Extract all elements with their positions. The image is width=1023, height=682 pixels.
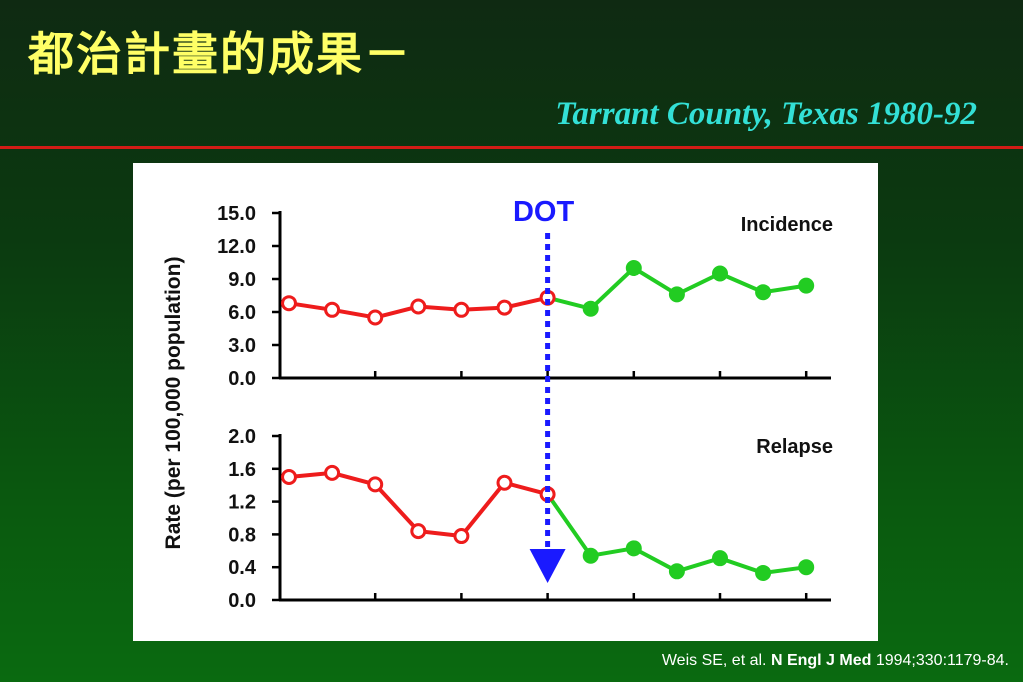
y-tick-label: 6.0 (228, 302, 256, 324)
slide-title: 都治計畫的成果－ (28, 27, 412, 81)
y-tick-label: 15.0 (217, 203, 256, 225)
y-tick-label: 0.4 (228, 557, 257, 579)
pre-dot-point (324, 464, 341, 481)
y-tick-label: 9.0 (228, 269, 256, 291)
incidence-panel: 15.0 12.0 9.0 6.0 3.0 0.0 Incidence (217, 203, 833, 390)
dot-marker-label: DOT (513, 196, 575, 228)
pre-dot-point (281, 295, 297, 312)
dot-marker: DOT (513, 196, 575, 583)
citation-journal: N Engl J Med (770, 652, 872, 669)
relapse-panel: 2.0 1.6 1.2 0.8 0.4 0.0 Relapse (228, 426, 833, 612)
post-dot-point (755, 564, 772, 581)
slide-subtitle: Tarrant County, Texas 1980-92 (555, 96, 977, 132)
y-tick-label: 12.0 (217, 236, 256, 258)
y-tick-label: 1.2 (228, 492, 256, 514)
citation: Weis SE, et al. N Engl J Med 1994;330:11… (662, 652, 1009, 670)
pre-dot-point (453, 301, 470, 318)
pre-dot-point (410, 298, 427, 315)
post-dot-point (582, 547, 599, 564)
tb-rate-chart: Rate (per 100,000 population) 15.0 12.0 9.… (162, 196, 833, 612)
post-dot-point (625, 260, 642, 276)
y-tick-label: 0.8 (228, 524, 256, 546)
post-dot-point (582, 300, 599, 317)
chart-panel: Rate (per 100,000 population) 15.0 12.0 9.… (133, 163, 878, 641)
y-tick-label: 3.0 (228, 335, 256, 357)
post-dot-point (668, 286, 685, 303)
dot-marker-arrowhead (529, 549, 566, 583)
panel-label: Relapse (756, 436, 833, 458)
pre-dot-point (367, 309, 384, 326)
y-tick-label: 1.6 (228, 459, 256, 481)
y-tick-label: 0.0 (228, 368, 256, 390)
title-divider (0, 146, 1023, 149)
panel-label: Incidence (741, 214, 833, 236)
pre-dot-point (367, 476, 384, 493)
post-dot-point (625, 540, 642, 557)
pre-dot-point (453, 528, 470, 545)
pre-dot-point (281, 469, 297, 485)
pre-dot-point (496, 474, 513, 491)
post-dot-point (712, 550, 728, 567)
post-dot-point (798, 559, 815, 576)
y-tick-label: 0.0 (228, 590, 256, 612)
pre-dot-point (324, 301, 341, 318)
post-dot-point (755, 284, 772, 301)
pre-dot-point (410, 523, 427, 540)
post-dot-point (712, 265, 728, 282)
pre-dot-point (496, 299, 513, 316)
post-dot-point (798, 277, 815, 294)
y-tick-label: 2.0 (228, 426, 256, 448)
citation-details: 1994;330:1179-84. (871, 652, 1009, 669)
y-axis-label: Rate (per 100,000 population) (162, 257, 185, 550)
citation-authors: Weis SE, et al. (661, 652, 771, 669)
post-dot-point (668, 563, 685, 580)
